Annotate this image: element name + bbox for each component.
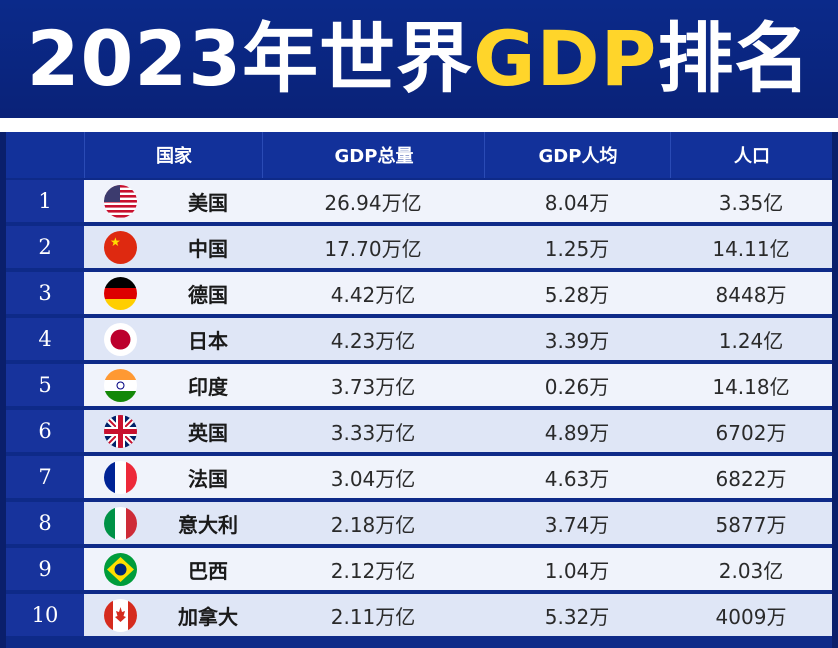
france-flag-icon bbox=[104, 461, 137, 494]
cell-country: 巴西 bbox=[188, 558, 228, 583]
cell-country: 英国 bbox=[188, 420, 228, 445]
table-row: 1 美国 26.94万亿 8.04万 3.35亿 bbox=[6, 178, 832, 222]
canada-flag-icon bbox=[104, 599, 137, 632]
cell-gdp-per-capita: 4.89万 bbox=[544, 420, 610, 445]
cell-population: 6702万 bbox=[715, 420, 787, 445]
cell-rank: 5 bbox=[6, 364, 84, 406]
cell-gdp-total: 3.73万亿 bbox=[330, 374, 416, 399]
header-population: 人口 bbox=[670, 132, 833, 178]
cell-gdp-total: 26.94万亿 bbox=[324, 190, 422, 215]
cell-rank: 7 bbox=[6, 456, 84, 498]
cell-gdp-per-capita: 1.04万 bbox=[544, 558, 610, 583]
japan-flag-icon bbox=[104, 323, 137, 356]
cell-gdp-total: 4.23万亿 bbox=[330, 328, 416, 353]
row-body: 加拿大 2.11万亿 5.32万 4009万 bbox=[84, 594, 832, 636]
table-row: 9 巴西 2.12万亿 1.04万 2.03亿 bbox=[6, 546, 832, 590]
cell-population: 4009万 bbox=[715, 604, 787, 629]
cell-country: 德国 bbox=[188, 282, 228, 307]
cell-country: 法国 bbox=[188, 466, 228, 491]
cell-gdp-per-capita: 3.74万 bbox=[544, 512, 610, 537]
cell-population: 5877万 bbox=[715, 512, 787, 537]
cell-gdp-per-capita: 5.28万 bbox=[544, 282, 610, 307]
cell-gdp-per-capita: 1.25万 bbox=[544, 236, 610, 261]
table-row: 8 意大利 2.18万亿 3.74万 5877万 bbox=[6, 500, 832, 544]
header-gdp-total: GDP总量 bbox=[262, 132, 485, 178]
cell-gdp-per-capita: 5.32万 bbox=[544, 604, 610, 629]
table-row: 6 英国 3.33万亿 4.89万 6702万 bbox=[6, 408, 832, 452]
title-prefix: 2023年世界 bbox=[26, 14, 474, 103]
cell-country: 美国 bbox=[188, 190, 228, 215]
header-gdp-per-capita: GDP人均 bbox=[484, 132, 671, 178]
table-row: 2 ★ 中国 17.70万亿 1.25万 14.11亿 bbox=[6, 224, 832, 268]
cell-gdp-total: 2.11万亿 bbox=[330, 604, 416, 629]
table-row: 10 加拿大 2.11万亿 5.32万 4009万 bbox=[6, 592, 832, 636]
title-highlight: GDP bbox=[473, 14, 658, 103]
cell-population: 3.35亿 bbox=[718, 190, 784, 215]
germany-flag-icon bbox=[104, 277, 137, 310]
row-body: 英国 3.33万亿 4.89万 6702万 bbox=[84, 410, 832, 452]
cell-country: 印度 bbox=[188, 374, 228, 399]
cell-gdp-total: 2.12万亿 bbox=[330, 558, 416, 583]
title-suffix: 排名 bbox=[657, 14, 812, 103]
table-row: 7 法国 3.04万亿 4.63万 6822万 bbox=[6, 454, 832, 498]
cell-country: 日本 bbox=[188, 328, 228, 353]
cell-gdp-per-capita: 0.26万 bbox=[544, 374, 610, 399]
cell-population: 14.11亿 bbox=[712, 236, 790, 261]
cell-population: 8448万 bbox=[715, 282, 787, 307]
cell-gdp-total: 4.42万亿 bbox=[330, 282, 416, 307]
divider bbox=[0, 118, 838, 132]
row-body: ★ 中国 17.70万亿 1.25万 14.11亿 bbox=[84, 226, 832, 268]
row-body: 德国 4.42万亿 5.28万 8448万 bbox=[84, 272, 832, 314]
cell-population: 6822万 bbox=[715, 466, 787, 491]
row-body: 法国 3.04万亿 4.63万 6822万 bbox=[84, 456, 832, 498]
italy-flag-icon bbox=[104, 507, 137, 540]
cell-population: 1.24亿 bbox=[718, 328, 784, 353]
cell-rank: 1 bbox=[6, 180, 84, 222]
brazil-flag-icon bbox=[104, 553, 137, 586]
table-row: 5 印度 3.73万亿 0.26万 14.18亿 bbox=[6, 362, 832, 406]
cell-gdp-total: 3.33万亿 bbox=[330, 420, 416, 445]
title-banner: 2023年世界GDP排名 bbox=[0, 0, 838, 118]
row-body: 美国 26.94万亿 8.04万 3.35亿 bbox=[84, 180, 832, 222]
cell-rank: 6 bbox=[6, 410, 84, 452]
cell-gdp-per-capita: 4.63万 bbox=[544, 466, 610, 491]
cell-gdp-total: 3.04万亿 bbox=[330, 466, 416, 491]
page-title: 2023年世界GDP排名 bbox=[27, 21, 812, 97]
row-body: 日本 4.23万亿 3.39万 1.24亿 bbox=[84, 318, 832, 360]
table-row: 4 日本 4.23万亿 3.39万 1.24亿 bbox=[6, 316, 832, 360]
uk-flag-icon bbox=[104, 415, 137, 448]
cell-population: 2.03亿 bbox=[718, 558, 784, 583]
header-country: 国家 bbox=[84, 132, 263, 178]
cell-gdp-per-capita: 3.39万 bbox=[544, 328, 610, 353]
cell-rank: 9 bbox=[6, 548, 84, 590]
cell-country: 中国 bbox=[188, 236, 228, 261]
cell-country: 加拿大 bbox=[178, 604, 238, 629]
cell-gdp-per-capita: 8.04万 bbox=[544, 190, 610, 215]
cell-rank: 10 bbox=[6, 594, 84, 636]
svg-text:★: ★ bbox=[110, 235, 121, 249]
header-rank bbox=[6, 132, 84, 178]
cell-rank: 4 bbox=[6, 318, 84, 360]
cell-gdp-total: 2.18万亿 bbox=[330, 512, 416, 537]
usa-flag-icon bbox=[104, 185, 137, 218]
row-body: 巴西 2.12万亿 1.04万 2.03亿 bbox=[84, 548, 832, 590]
india-flag-icon bbox=[104, 369, 137, 402]
row-body: 意大利 2.18万亿 3.74万 5877万 bbox=[84, 502, 832, 544]
row-body: 印度 3.73万亿 0.26万 14.18亿 bbox=[84, 364, 832, 406]
cell-rank: 2 bbox=[6, 226, 84, 268]
table-row: 3 德国 4.42万亿 5.28万 8448万 bbox=[6, 270, 832, 314]
cell-rank: 8 bbox=[6, 502, 84, 544]
cell-gdp-total: 17.70万亿 bbox=[324, 236, 422, 261]
table-header: 国家 GDP总量 GDP人均 人口 bbox=[6, 132, 832, 178]
gdp-ranking-table: 国家 GDP总量 GDP人均 人口 1 美国 26.94万亿 8.04万 3.35亿 2 ★… bbox=[6, 132, 832, 648]
china-flag-icon: ★ bbox=[104, 231, 137, 264]
cell-rank: 3 bbox=[6, 272, 84, 314]
cell-population: 14.18亿 bbox=[712, 374, 790, 399]
cell-country: 意大利 bbox=[178, 512, 238, 537]
